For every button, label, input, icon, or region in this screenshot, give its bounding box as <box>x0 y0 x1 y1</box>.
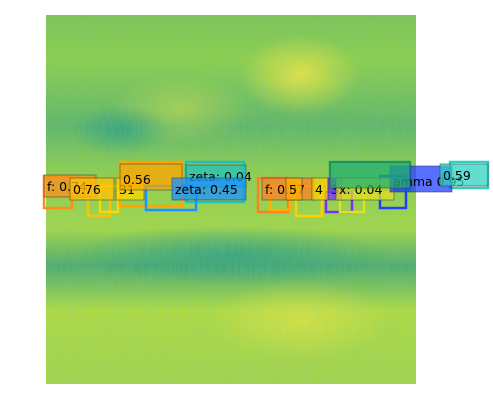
detection-label <box>329 161 411 189</box>
detection-label: 0.59 <box>439 163 489 187</box>
label-background <box>439 163 489 187</box>
label-text: 0.59 <box>443 168 471 183</box>
label-background <box>285 177 303 201</box>
detection-label: 0.56 <box>119 163 183 191</box>
label-background <box>69 177 115 201</box>
label-text: 5 <box>289 182 297 197</box>
label-background <box>329 161 411 189</box>
label-text: zeta: 0.45 <box>175 182 238 197</box>
label-text: 0.76 <box>73 182 101 197</box>
detection-label: 0.76 <box>69 177 115 201</box>
label-text: 4 <box>315 182 323 197</box>
label-text: 3 <box>331 182 339 197</box>
label-background <box>171 177 247 201</box>
detection-label: 5 <box>285 177 303 201</box>
detection-label: zeta: 0.45 <box>171 177 247 201</box>
label-text: 0.56 <box>123 172 151 187</box>
detection-label: 4 <box>311 177 329 201</box>
